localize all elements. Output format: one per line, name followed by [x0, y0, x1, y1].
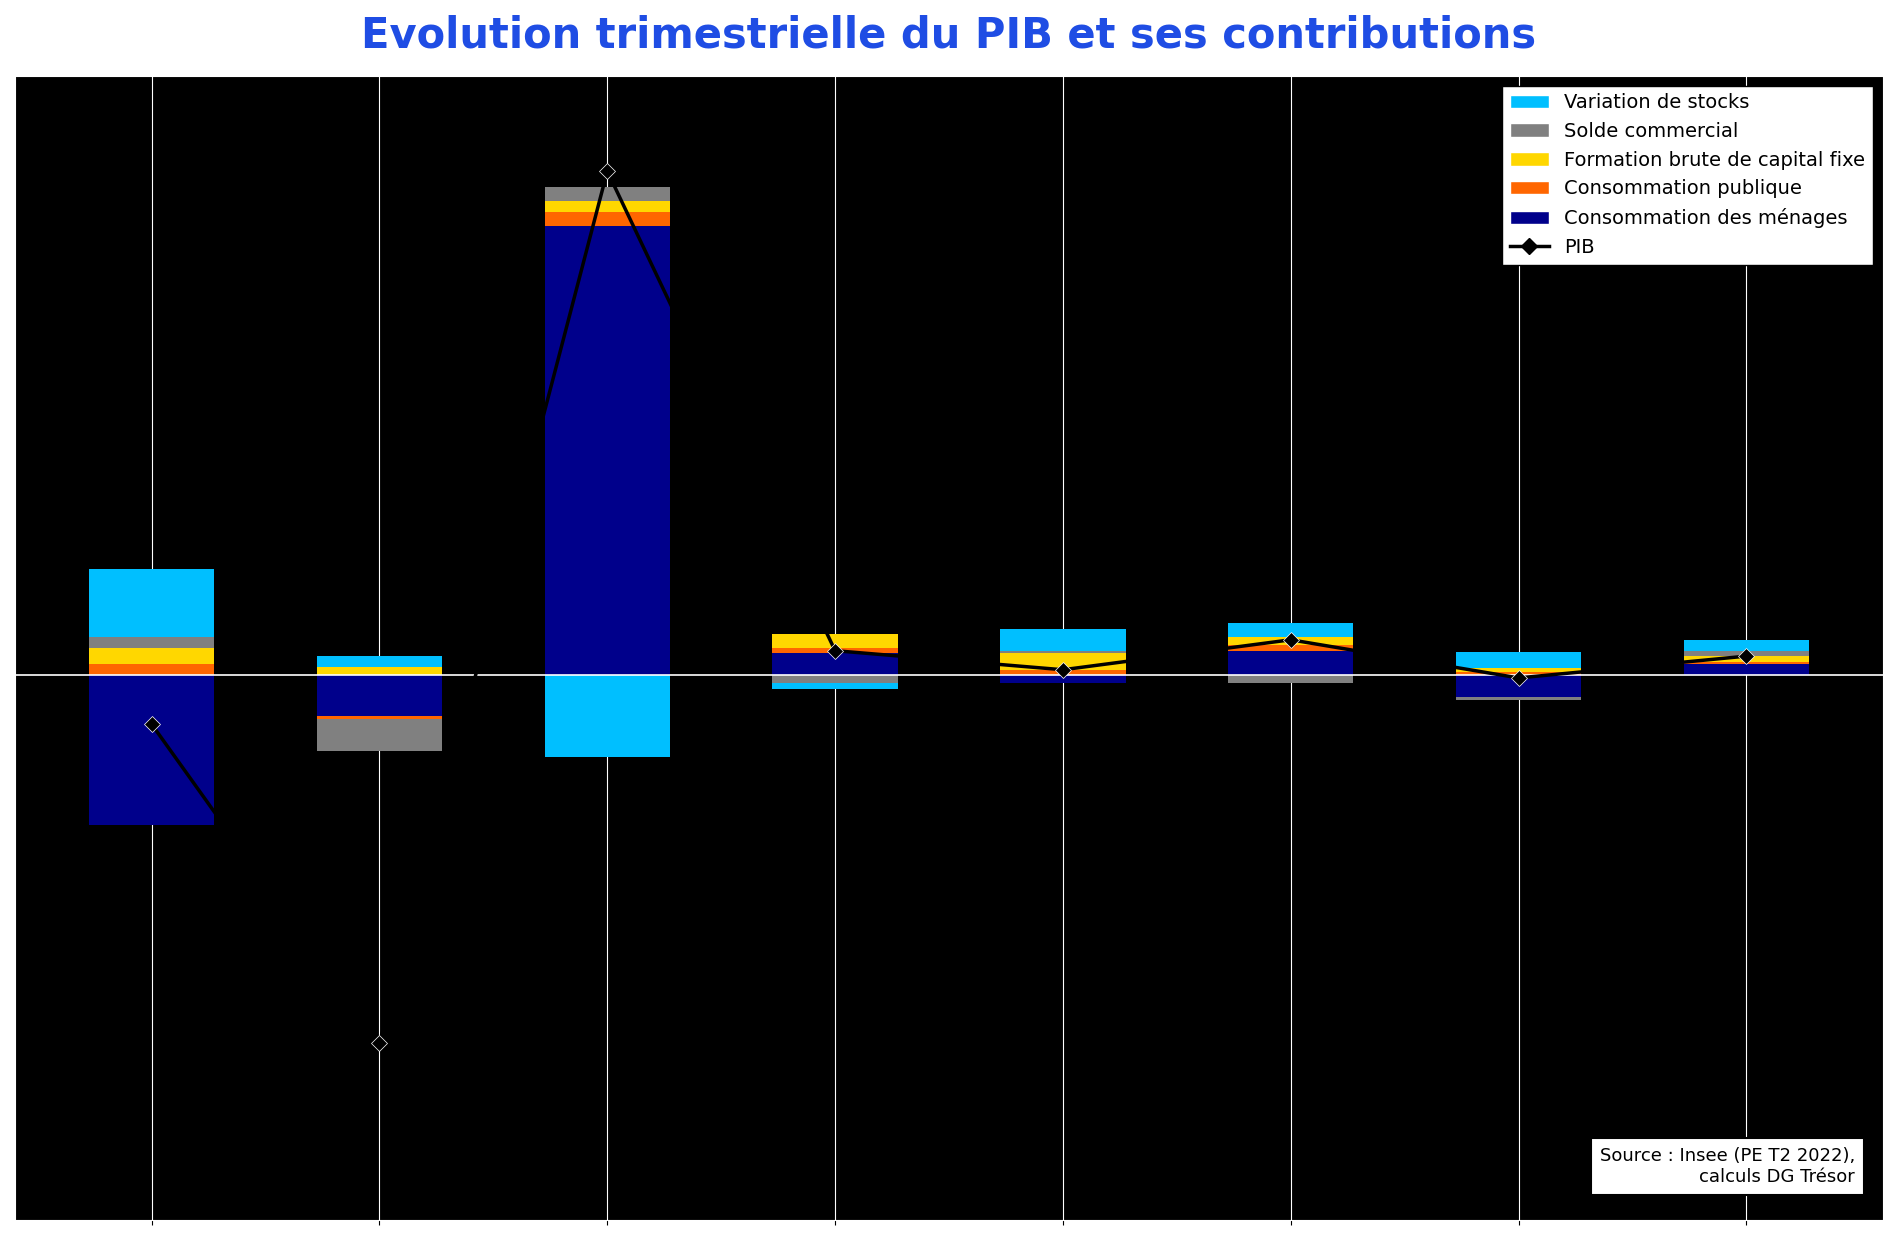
Bar: [545, 187, 670, 201]
Bar: [545, 212, 670, 226]
Bar: [1228, 676, 1353, 683]
Bar: [1684, 640, 1809, 651]
Bar: [317, 715, 442, 719]
Bar: [1456, 676, 1581, 697]
Bar: [772, 676, 898, 683]
Bar: [1000, 629, 1126, 651]
Bar: [1228, 624, 1353, 637]
Bar: [317, 719, 442, 751]
Bar: [1000, 651, 1126, 653]
Bar: [1456, 652, 1581, 668]
Bar: [772, 653, 898, 676]
Bar: [89, 569, 214, 637]
Bar: [1000, 653, 1126, 670]
Bar: [545, 201, 670, 212]
Bar: [1456, 672, 1581, 676]
Bar: [1684, 665, 1809, 676]
Title: Evolution trimestrielle du PIB et ses contributions: Evolution trimestrielle du PIB et ses co…: [361, 15, 1537, 57]
Bar: [317, 676, 442, 715]
Bar: [1684, 662, 1809, 665]
Bar: [1456, 668, 1581, 672]
Bar: [317, 656, 442, 667]
Bar: [545, 226, 670, 676]
Bar: [1228, 645, 1353, 651]
Bar: [1228, 637, 1353, 645]
Text: Source : Insee (PE T2 2022),
calculs DG Trésor: Source : Insee (PE T2 2022), calculs DG …: [1600, 1147, 1854, 1185]
Bar: [1000, 676, 1126, 683]
Bar: [317, 667, 442, 676]
Bar: [89, 637, 214, 649]
Bar: [1456, 697, 1581, 699]
Bar: [772, 683, 898, 689]
Bar: [1684, 651, 1809, 656]
Bar: [772, 635, 898, 649]
Bar: [545, 676, 670, 756]
Bar: [89, 665, 214, 676]
Bar: [1000, 670, 1126, 676]
Bar: [772, 649, 898, 653]
Legend: Variation de stocks, Solde commercial, Formation brute de capital fixe, Consomma: Variation de stocks, Solde commercial, F…: [1503, 86, 1873, 264]
Bar: [89, 649, 214, 665]
Bar: [1684, 656, 1809, 662]
Bar: [89, 676, 214, 825]
Bar: [1228, 651, 1353, 676]
